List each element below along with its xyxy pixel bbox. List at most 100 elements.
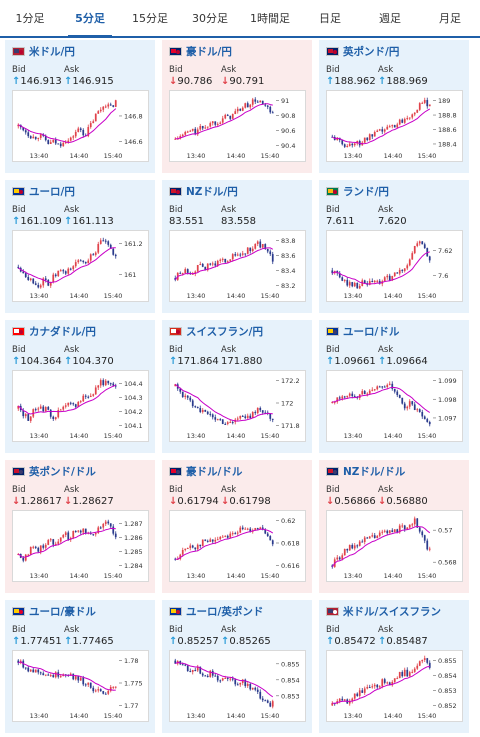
up-arrow-icon: ↑ <box>169 636 178 647</box>
pair-name[interactable]: NZドル/ドル <box>343 466 406 478</box>
candlestick-chart[interactable]: 0.855 0.854 0.853 0.852 13:40 14:40 15:40 <box>326 650 463 722</box>
rate-card[interactable]: 豪ドル/ドル Bid Ask ↓0.61794 ↓0.61798 0.62 0.6… <box>162 460 312 593</box>
rate-card[interactable]: ユーロ/円 Bid Ask ↑161.109 ↑161.113 161.2 161… <box>5 180 155 313</box>
pair-name[interactable]: 豪ドル/ドル <box>186 466 243 478</box>
candlestick-chart[interactable]: 0.855 0.854 0.853 13:40 14:40 15:40 <box>169 650 306 722</box>
candle-body <box>214 675 217 677</box>
candle-body <box>266 248 269 252</box>
x-tick-label: 13:40 <box>187 712 206 720</box>
rate-card[interactable]: NZドル/円 Bid Ask 83.551 83.558 83.8 83.6 83.… <box>162 180 312 313</box>
candle-body <box>189 671 192 673</box>
rate-card[interactable]: 英ポンド/円 Bid Ask ↑188.962 ↑188.969 189 188.… <box>319 40 469 173</box>
pair-name[interactable]: カナダドル/円 <box>29 326 96 338</box>
currency-flag-icon <box>326 187 339 196</box>
candle-body <box>54 139 57 144</box>
candle-body <box>264 412 267 414</box>
rate-card[interactable]: 英ポンド/ドル Bid Ask ↓1.28617 ↓1.28627 1.287 1… <box>5 460 155 593</box>
candle-body <box>378 129 381 131</box>
candlestick-chart[interactable]: 91 90.8 90.6 90.4 13:40 14:40 15:40 <box>169 90 306 162</box>
rate-card[interactable]: NZドル/ドル Bid Ask ↓0.56866 ↓0.56880 0.57 0.… <box>319 460 469 593</box>
pair-name[interactable]: ユーロ/豪ドル <box>29 606 96 618</box>
candle-body <box>84 684 87 686</box>
candlestick-chart[interactable]: 1.099 1.098 1.097 13:40 14:40 15:40 <box>326 370 463 442</box>
pair-name[interactable]: 英ポンド/円 <box>343 46 400 58</box>
moving-average-line <box>18 661 116 691</box>
tab-2[interactable]: 15分足 <box>132 12 168 25</box>
candle-body <box>214 263 217 266</box>
candle-body <box>99 240 102 244</box>
candlestick-chart[interactable]: 1.78 1.775 1.77 13:40 14:40 15:40 <box>12 650 149 722</box>
bid-value: 7.611 <box>326 216 355 227</box>
candle-body <box>368 536 371 539</box>
candle-body <box>428 256 431 261</box>
candle-body <box>39 285 42 288</box>
moving-average-line <box>175 103 273 140</box>
candlestick-chart[interactable]: 0.62 0.618 0.616 13:40 14:40 15:40 <box>169 510 306 582</box>
candle-body <box>206 411 209 414</box>
pair-name[interactable]: 米ドル/スイスフラン <box>343 606 442 618</box>
candle-body <box>64 405 67 407</box>
rate-card[interactable]: 米ドル/スイスフラン Bid Ask ↑0.85472 ↑0.85487 0.8… <box>319 600 469 733</box>
pair-name[interactable]: 豪ドル/円 <box>186 46 232 58</box>
candlestick-chart[interactable]: 104.4 104.3 104.2 104.1 13:40 14:40 15:40 <box>12 370 149 442</box>
tab-5[interactable]: 日足 <box>319 12 341 25</box>
rate-card[interactable]: 豪ドル/円 Bid Ask ↓90.786 ↓90.791 91 90.8 90.6… <box>162 40 312 173</box>
pair-name[interactable]: ユーロ/円 <box>29 186 75 198</box>
candlestick-chart[interactable]: 83.8 83.6 83.4 83.2 13:40 14:40 15:40 <box>169 230 306 302</box>
candle-body <box>413 518 416 525</box>
currency-flag-icon <box>169 47 182 56</box>
candle-body <box>378 386 381 388</box>
candle-body <box>221 258 224 260</box>
pair-name[interactable]: ランド/円 <box>343 186 389 198</box>
card-title-row: NZドル/円 <box>169 184 306 199</box>
candle-body <box>261 527 264 530</box>
x-tick-label: 13:40 <box>30 572 49 580</box>
tab-1[interactable]: 5分足 <box>60 0 120 38</box>
tab-7[interactable]: 月足 <box>439 12 461 25</box>
pair-name[interactable]: 米ドル/円 <box>29 46 75 58</box>
tab-0[interactable]: 1分足 <box>15 12 45 25</box>
candle-body <box>174 384 177 387</box>
pair-name[interactable]: 英ポンド/ドル <box>29 466 96 478</box>
pair-name[interactable]: NZドル/円 <box>186 186 238 198</box>
candle-body <box>47 674 50 676</box>
rate-card[interactable]: スイスフラン/円 Bid Ask ↑171.864 171.880 172.2 1… <box>162 320 312 453</box>
candle-body <box>239 682 242 685</box>
candle-body <box>378 280 381 284</box>
candle-body <box>92 687 95 692</box>
rate-card[interactable]: 米ドル/円 Bid Ask ↑146.913 ↑146.915 146.8 146… <box>5 40 155 173</box>
candle-body <box>109 523 112 527</box>
rate-card[interactable]: ランド/円 Bid Ask 7.611 7.620 7.62 7.6 13:40 14… <box>319 180 469 313</box>
tab-3[interactable]: 30分足 <box>192 12 228 25</box>
candle-body <box>54 543 57 545</box>
rate-card[interactable]: ユーロ/英ポンド Bid Ask ↑0.85257 ↑0.85265 0.855… <box>162 600 312 733</box>
candle-body <box>254 99 257 102</box>
candle-body <box>44 674 47 676</box>
candle-body <box>199 544 202 547</box>
candle-body <box>353 282 356 287</box>
bid-label: Bid <box>326 485 340 495</box>
candle-body <box>199 263 202 266</box>
rate-card[interactable]: カナダドル/円 Bid Ask ↑104.364 ↑104.370 104.4 1… <box>5 320 155 453</box>
candle-body <box>338 397 341 399</box>
candlestick-chart[interactable]: 1.287 1.286 1.285 1.284 13:40 14:40 15:40 <box>12 510 149 582</box>
candlestick-chart[interactable]: 161.2 161 13:40 14:40 15:40 <box>12 230 149 302</box>
candlestick-chart[interactable]: 172.2 172 171.8 13:40 14:40 15:40 <box>169 370 306 442</box>
pair-name[interactable]: ユーロ/英ポンド <box>186 606 264 618</box>
candlestick-chart[interactable]: 146.8 146.6 13:40 14:40 15:40 <box>12 90 149 162</box>
pair-name[interactable]: スイスフラン/円 <box>186 326 264 338</box>
candlestick-chart[interactable]: 189 188.8 188.6 188.4 13:40 14:40 15:40 <box>326 90 463 162</box>
tab-6[interactable]: 週足 <box>379 12 401 25</box>
rate-card[interactable]: ユーロ/豪ドル Bid Ask ↑1.77451 ↑1.77465 1.78 1.… <box>5 600 155 733</box>
candlestick-chart[interactable]: 7.62 7.6 13:40 14:40 15:40 <box>326 230 463 302</box>
candlestick-chart[interactable]: 0.57 0.568 13:40 14:40 15:40 <box>326 510 463 582</box>
candle-body <box>261 410 264 413</box>
candle-body <box>249 104 252 108</box>
candle-body <box>411 524 414 526</box>
up-arrow-icon: ↑ <box>378 76 387 87</box>
candle-body <box>64 271 67 274</box>
pair-name[interactable]: ユーロ/ドル <box>343 326 400 338</box>
tab-4[interactable]: 1時間足 <box>250 12 290 25</box>
candle-body <box>184 131 187 135</box>
rate-card[interactable]: ユーロ/ドル Bid Ask ↑1.09661 ↑1.09664 1.099 1.… <box>319 320 469 453</box>
